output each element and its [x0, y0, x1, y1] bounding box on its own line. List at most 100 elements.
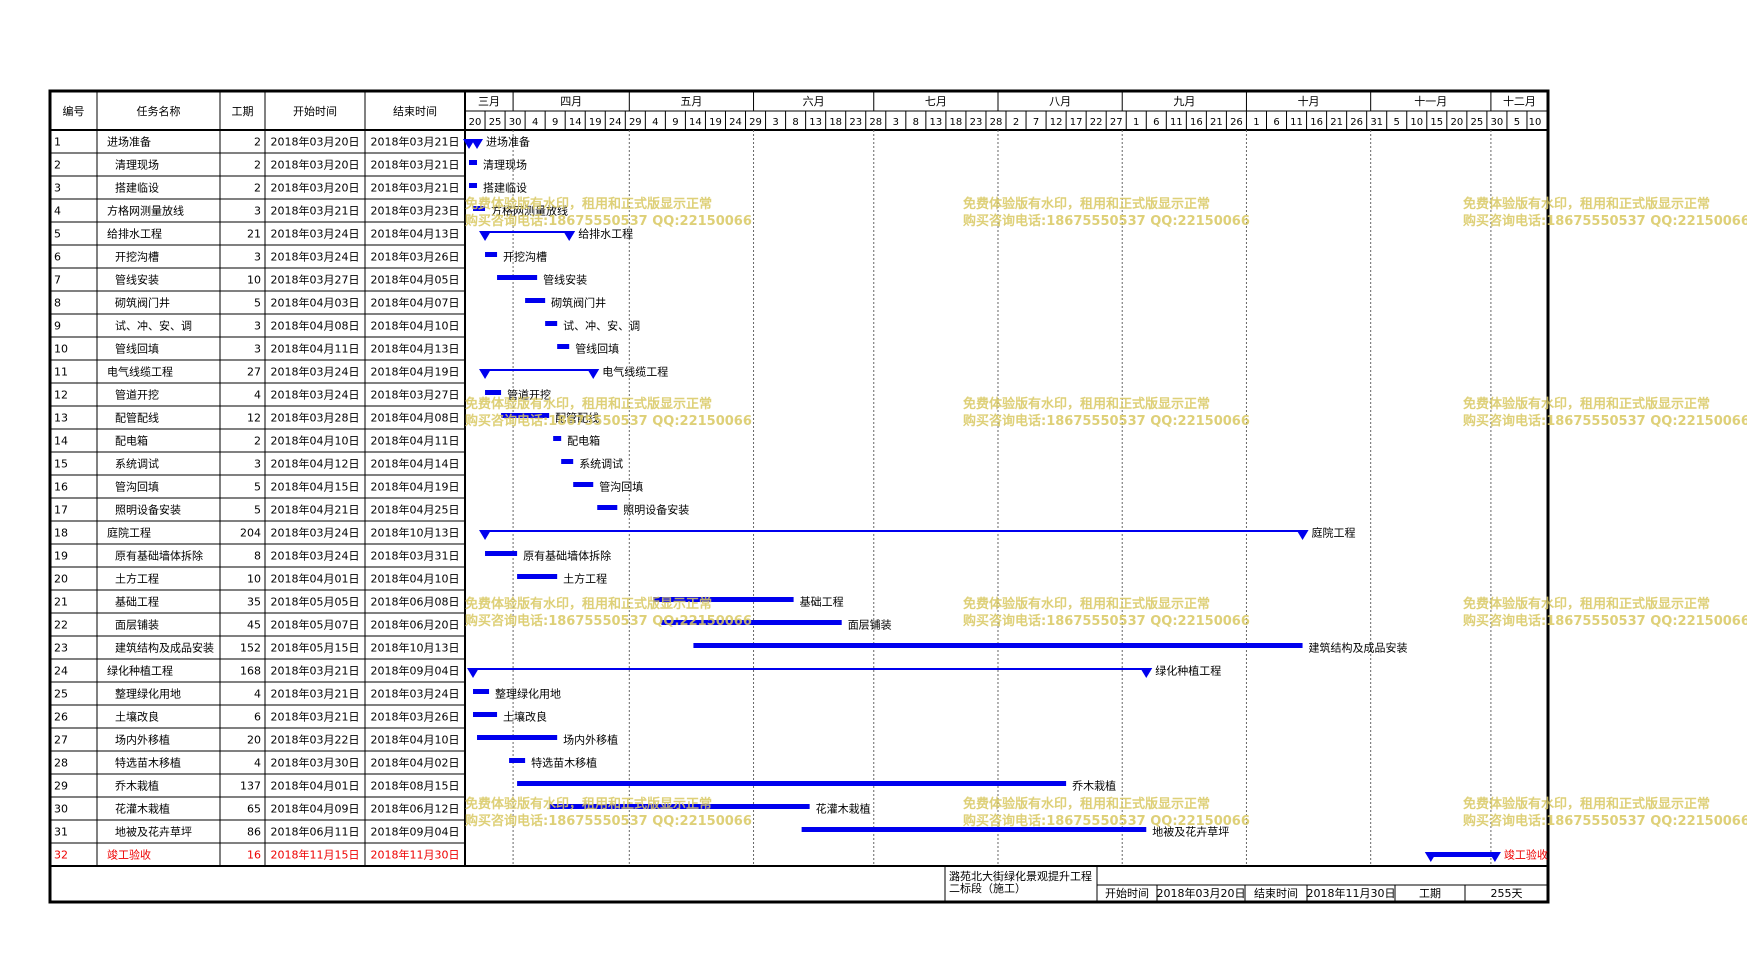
task-end-cell: 2018年06月08日	[371, 595, 460, 609]
task-duration-cell: 4	[254, 389, 261, 402]
task-name-cell: 砌筑阀门井	[115, 296, 170, 310]
tick-label: 30	[1491, 117, 1504, 128]
task-name-cell: 乔木栽植	[115, 779, 159, 793]
task-duration-cell: 2	[254, 182, 261, 195]
bar-label: 土壤改良	[503, 710, 547, 724]
summary-start-marker	[467, 668, 480, 678]
tick-label: 2	[1013, 117, 1019, 128]
task-start-cell: 2018年03月20日	[271, 158, 360, 172]
tick-label: 16	[1310, 117, 1323, 128]
task-bar	[801, 827, 1147, 832]
task-bar	[573, 482, 594, 487]
task-duration-cell: 45	[247, 619, 261, 632]
bar-label: 进场准备	[486, 135, 530, 149]
task-end-cell: 2018年03月26日	[371, 710, 460, 724]
task-id-cell: 8	[54, 297, 61, 310]
tick-label: 5	[1394, 117, 1400, 128]
watermark-line-2: 购买咨询电话:18675550537 QQ:22150066	[1463, 813, 1747, 829]
bar-label: 管线回填	[575, 342, 619, 356]
task-duration-cell: 16	[247, 849, 261, 862]
task-name-cell: 管线安装	[115, 273, 159, 287]
task-start-cell: 2018年03月22日	[271, 733, 360, 747]
summary-start-marker	[479, 231, 492, 241]
bar-label: 庭院工程	[1312, 526, 1356, 540]
task-name-cell: 绿化种植工程	[107, 664, 173, 678]
bar-label: 给排水工程	[578, 227, 633, 241]
task-id-cell: 29	[54, 780, 68, 793]
task-bar	[693, 643, 1303, 648]
tick-label: 11	[1290, 117, 1303, 128]
task-start-cell: 2018年11月15日	[271, 848, 360, 862]
task-end-cell: 2018年11月30日	[371, 848, 460, 862]
tick-label: 4	[532, 117, 538, 128]
task-start-cell: 2018年04月21日	[271, 503, 360, 517]
tick-label: 3	[772, 117, 778, 128]
column-header-duration: 工期	[232, 105, 254, 118]
task-name-cell: 给排水工程	[107, 227, 162, 241]
task-name-cell: 配管配线	[115, 411, 159, 425]
task-id-cell: 28	[54, 757, 68, 770]
task-name-cell: 试、冲、安、调	[115, 319, 192, 333]
task-name-cell: 系统调试	[115, 458, 159, 471]
task-start-cell: 2018年04月12日	[271, 457, 360, 471]
task-name-cell: 方格网测量放线	[107, 204, 184, 218]
task-id-cell: 19	[54, 550, 68, 563]
watermark-line-2: 购买咨询电话:18675550537 QQ:22150066	[465, 813, 752, 829]
task-duration-cell: 137	[240, 780, 261, 793]
task-bar	[517, 781, 1067, 786]
bar-label: 清理现场	[483, 158, 527, 172]
tick-label: 22	[1090, 117, 1103, 128]
bar-label: 场内外移植	[563, 733, 618, 747]
task-start-cell: 2018年03月24日	[271, 388, 360, 402]
task-id-cell: 14	[54, 435, 68, 448]
tick-label: 19	[709, 117, 722, 128]
task-duration-cell: 2	[254, 159, 261, 172]
tick-label: 21	[1330, 117, 1343, 128]
task-duration-cell: 4	[254, 688, 261, 701]
task-start-cell: 2018年04月10日	[271, 434, 360, 448]
task-end-cell: 2018年03月23日	[371, 204, 460, 218]
task-id-cell: 21	[54, 596, 68, 609]
task-id-cell: 1	[54, 136, 61, 149]
task-bar	[477, 735, 558, 740]
tick-label: 26	[1350, 117, 1363, 128]
watermark-line-2: 购买咨询电话:18675550537 QQ:22150066	[963, 213, 1250, 229]
task-bar	[525, 298, 546, 303]
watermark-line-1: 免费体验版有水印，租用和正式版显示正常	[465, 596, 712, 612]
task-start-cell: 2018年04月01日	[271, 572, 360, 586]
task-bar	[517, 574, 558, 579]
task-name-cell: 土方工程	[115, 572, 159, 586]
task-end-cell: 2018年04月10日	[371, 319, 460, 333]
task-start-cell: 2018年06月11日	[271, 825, 360, 839]
month-label: 三月	[478, 95, 500, 108]
task-end-cell: 2018年09月04日	[371, 825, 460, 839]
bar-label: 砌筑阀门井	[551, 296, 606, 310]
task-id-cell: 23	[54, 642, 68, 655]
tick-label: 7	[1033, 117, 1039, 128]
task-bar	[473, 206, 486, 211]
summary-start-marker	[479, 530, 492, 540]
tick-label: 5	[1514, 117, 1520, 128]
task-bar	[501, 413, 550, 418]
watermark-line-2: 购买咨询电话:18675550537 QQ:22150066	[1463, 413, 1747, 429]
summary-start-marker	[463, 139, 476, 149]
summary-end-marker	[587, 369, 600, 379]
summary-end-marker	[471, 139, 484, 149]
task-end-cell: 2018年03月24日	[371, 687, 460, 701]
tick-label: 6	[1273, 117, 1279, 128]
task-end-cell: 2018年04月07日	[371, 296, 460, 310]
task-name-cell: 特选苗木移植	[115, 756, 181, 770]
bar-label: 绿化种植工程	[1155, 664, 1221, 678]
watermark-line-1: 免费体验版有水印，租用和正式版显示正常	[1463, 596, 1710, 612]
task-id-cell: 4	[54, 205, 61, 218]
bar-label: 花灌木栽植	[816, 802, 871, 816]
column-header-start: 开始时间	[293, 104, 337, 118]
summary-end-marker	[1296, 530, 1309, 540]
tick-label: 17	[1070, 117, 1083, 128]
task-duration-cell: 10	[247, 274, 261, 287]
task-start-cell: 2018年03月24日	[271, 549, 360, 563]
column-header-name: 任务名称	[137, 104, 181, 118]
tick-label: 20	[469, 117, 482, 128]
task-end-cell: 2018年10月13日	[371, 526, 460, 540]
tick-label: 18	[829, 117, 842, 128]
